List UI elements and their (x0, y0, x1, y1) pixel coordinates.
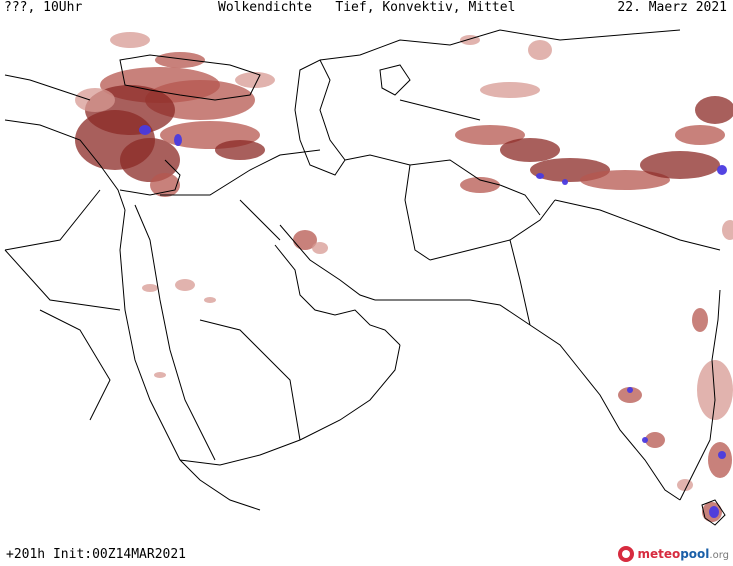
meteopool-logo-icon (618, 546, 635, 562)
logo-text-tld: .org (709, 550, 729, 561)
cloud-layer (75, 32, 733, 522)
meteopool-logo[interactable]: meteopool.org (618, 544, 729, 564)
coastlines-and-borders (4, 29, 726, 526)
logo-text-accent: pool (680, 547, 710, 561)
logo-text-main: meteo (637, 547, 681, 561)
run-info: +201h Init:00Z14MAR2021 (6, 547, 187, 562)
cloud-density-map (4, 29, 733, 526)
map-title: Wolkendichte Tief, Konvektiv, Mittel (218, 0, 516, 15)
convective-patches (139, 125, 727, 518)
forecast-date: 22. Maerz 2021 (617, 0, 727, 15)
forecast-day-label: ???, 10Uhr (4, 0, 83, 15)
